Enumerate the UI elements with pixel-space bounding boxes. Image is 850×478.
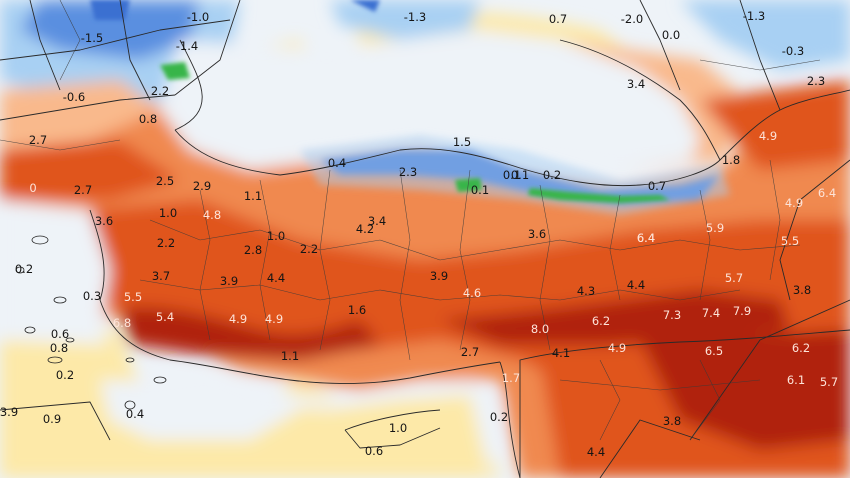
map-value-label: -0.3 [781,44,805,58]
map-value-label: 2.5 [155,174,175,188]
map-value-label: 5.9 [705,221,725,235]
map-value-label: 0.1 [510,168,530,182]
map-value-label: -1.3 [403,10,427,24]
map-value-label: 4.4 [586,445,606,459]
map-value-label: 6.2 [591,314,611,328]
dark-red-zone [120,307,380,360]
map-value-label: 7.3 [662,308,682,322]
map-value-label: 1.1 [243,189,263,203]
map-value-label: 6.1 [786,373,806,387]
map-value-label: 5.5 [123,290,143,304]
province-lines [0,0,821,441]
map-value-label: 7.4 [701,306,721,320]
map-value-label: 0.0 [661,28,681,42]
map-value-label: 4.9 [607,341,627,355]
map-value-label: 0.2 [55,368,75,382]
map-value-label: 4.9 [264,312,284,326]
map-value-label: 2.9 [192,179,212,193]
map-value-label: -2.0 [620,12,644,26]
map-value-label: 3.8 [662,414,682,428]
map-value-label: 2.8 [243,243,263,257]
map-value-label: 6.4 [817,186,837,200]
map-value-label: 0.2 [489,410,509,424]
map-value-label: 1.1 [280,349,300,363]
map-value-label: 2.2 [150,84,170,98]
map-value-label: 1.0 [266,229,286,243]
map-value-label: 3.9 [0,405,19,419]
map-value-label: 6.4 [636,231,656,245]
islands [15,235,167,410]
map-value-label: 1.0 [158,206,178,220]
map-value-label: 3.9 [429,269,449,283]
map-value-label: 3.4 [367,214,387,228]
map-value-label: 3.7 [151,269,171,283]
map-value-label: 3.4 [626,77,646,91]
map-value-label: 4.4 [266,271,286,285]
map-value-label: 5.4 [155,310,175,324]
map-value-label: 3.6 [527,227,547,241]
map-value-label: 0.1 [470,183,490,197]
map-value-label: 0.9 [42,412,62,426]
map-value-label: 4.9 [228,312,248,326]
map-value-label: 4.8 [202,208,222,222]
map-value-label: 2.7 [28,133,48,147]
map-value-label: -1.5 [80,31,104,45]
map-value-label: 4.9 [784,196,804,210]
map-value-label: 4.1 [551,346,571,360]
map-value-label: 0.8 [49,341,69,355]
map-value-label: 0.7 [548,12,568,26]
green-patch [528,188,670,203]
map-value-label: -1.3 [742,9,766,23]
map-value-label: 3.6 [94,214,114,228]
map-value-label: 1.8 [721,153,741,167]
map-value-label: 0.4 [327,156,347,170]
map-value-label: 0.1 [502,168,522,182]
map-value-label: 4.3 [576,284,596,298]
map-value-label: 4.2 [355,222,375,236]
map-value-label: 0.2 [14,262,34,276]
map-value-label: 6.8 [112,316,132,330]
map-value-label: 0.4 [125,407,145,421]
map-value-label: 6.4 [636,231,656,245]
map-value-label: 5.7 [819,375,839,389]
black-sea [160,30,700,170]
map-value-label: 5.7 [724,271,744,285]
map-value-label: 2.2 [299,242,319,256]
map-value-label: 1.6 [347,303,367,317]
map-value-label: -1.0 [186,10,210,24]
map-value-label: 4.4 [626,278,646,292]
map-value-label: 2.3 [398,165,418,179]
map-value-label: 3.9 [219,274,239,288]
map-value-label: -1.4 [175,39,199,53]
map-value-label: 0.3 [82,289,102,303]
map-value-label: 0.8 [138,112,158,126]
map-value-label: 2.3 [806,74,826,88]
map-value-label: 0.6 [364,444,384,458]
map-value-label: 2.2 [156,236,176,250]
map-value-label: -0.6 [62,90,86,104]
map-value-label: 4.6 [462,286,482,300]
map-value-label: 8.0 [530,322,550,336]
map-value-label: 0.2 [542,168,562,182]
map-value-label: 6.2 [791,341,811,355]
map-value-label: 1.7 [501,371,521,385]
map-value-label: 7.9 [732,304,752,318]
map-value-label: 0 [29,181,37,195]
map-value-label: 4.9 [758,129,778,143]
map-value-label: 6.5 [704,344,724,358]
map-value-label: 5.5 [780,234,800,248]
map-value-label: 1.0 [388,421,408,435]
map-value-label: 0.6 [50,327,70,341]
map-value-label: 3.8 [792,283,812,297]
map-value-label: 1.5 [452,135,472,149]
map-value-label: 2.7 [73,183,93,197]
map-value-label: 0.7 [647,179,667,193]
map-value-label: 2.7 [460,345,480,359]
